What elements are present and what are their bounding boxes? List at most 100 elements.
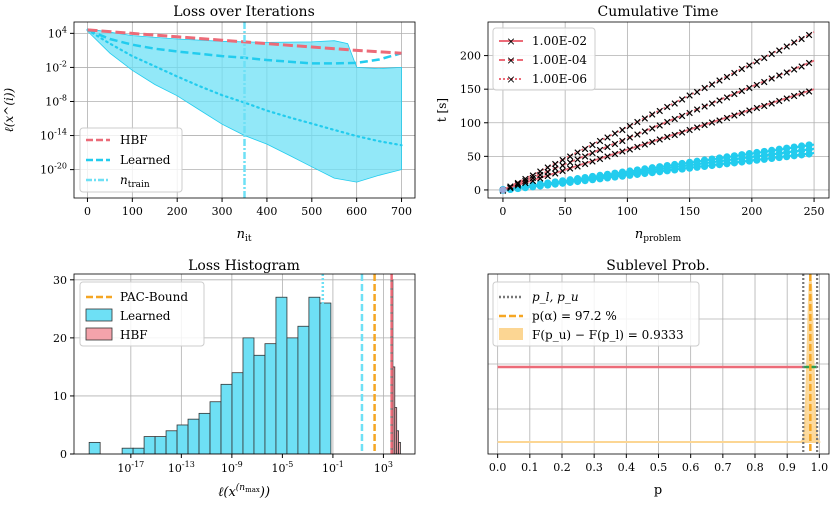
learned-hist-bar [264, 343, 277, 454]
hbf-time-marker: × [566, 150, 575, 163]
hbf-time-marker: × [655, 133, 664, 146]
learned-time-marker [790, 143, 798, 151]
hbf-time-marker: × [506, 180, 515, 193]
hbf-time-marker: × [760, 51, 769, 64]
hbf-time-marker: × [737, 63, 746, 76]
hbf-time-marker: × [707, 78, 716, 91]
hbf-time-marker: × [648, 108, 657, 121]
learned-time-marker [730, 152, 739, 160]
cumtime-xtick-label: 200 [741, 205, 762, 218]
learned-time-marker [551, 178, 559, 186]
hbf-time-marker: × [692, 103, 701, 116]
hbf-time-marker: × [543, 165, 552, 178]
cumtime-ytick-label: 100 [460, 117, 481, 130]
hbf-time-marker: × [528, 172, 537, 185]
hbf-time-marker: × [573, 146, 582, 159]
hbf-time-marker: × [790, 90, 799, 103]
cumtime-ticks: 0 50 100 150 200 250 0 50 100 150 200 [460, 50, 825, 218]
learned-hist-bar [308, 296, 321, 454]
hbf-time-marker: × [767, 72, 776, 85]
hbf-time-marker: × [730, 109, 739, 122]
hbf-time-marker: × [700, 100, 709, 113]
learned-hist-bar [88, 441, 101, 454]
legend-1e-4: 1.00E-04 [532, 53, 587, 67]
loss-ytick-label: 104 [48, 25, 67, 40]
hist-xtick-label: 10-1 [322, 460, 344, 475]
hbf-time-marker: × [543, 161, 552, 174]
cumtime-ytick-label: 50 [467, 150, 481, 163]
loss-title: Loss over Iterations [173, 4, 315, 20]
hbf-time-marker: × [730, 66, 739, 79]
loss-plot-area [86, 22, 403, 198]
hist-xtick-label: 10-13 [168, 460, 195, 475]
hbf-time-marker: × [685, 106, 694, 119]
hbf-time-marker: × [648, 136, 657, 149]
cumtime-xtick-label: 250 [804, 205, 825, 218]
cumtime-xtick-label: 0 [499, 205, 506, 218]
hbf-time-marker: × [551, 157, 560, 170]
hbf-time-marker: × [775, 69, 784, 82]
hbf-time-marker: × [618, 145, 627, 158]
learned-hist-bar [187, 418, 200, 454]
loss-ytick-label: 10-20 [40, 162, 67, 177]
loss-xtick-label: 600 [346, 205, 367, 218]
hbf-time-marker: × [618, 134, 627, 147]
hbf-time-line-1 [502, 59, 815, 191]
learned-hist-bar [220, 383, 233, 454]
legend-hbf: HBF [120, 133, 148, 147]
sublevel-xtick-label: 0.5 [650, 461, 668, 474]
learned-time-marker [760, 147, 768, 156]
hbf-time-marker: × [790, 63, 799, 76]
legend-hist-hbf: HBF [120, 328, 148, 342]
learned-time-marker [708, 155, 716, 163]
legend-bounds: p_l, p_u [532, 290, 579, 304]
learned-time-marker [723, 153, 731, 161]
learned-time-marker [715, 154, 724, 162]
sublevel-xtick-label: 0.7 [714, 461, 732, 474]
learned-hist-bar [275, 296, 288, 454]
legend-1e-2: 1.00E-02 [532, 34, 587, 48]
hbf-time-marker: × [588, 147, 597, 160]
sublevel-plot-area [497, 274, 821, 454]
hbf-time-marker: × [737, 107, 746, 120]
cumtime-plot-area: ××××××××××××××××××××××××××××××××××××××××… [498, 29, 815, 197]
loss-legend: HBF Learned ntrain [79, 127, 183, 193]
learned-hist-bar [143, 436, 156, 454]
loss-xtick-label: 100 [122, 205, 143, 218]
legend-1e-6: 1.00E-06 [532, 72, 587, 86]
hbf-time-marker: × [782, 66, 791, 79]
cumtime-xtick-label: 100 [617, 205, 638, 218]
hbf-time-marker: × [775, 44, 784, 57]
hbf-time-marker: × [692, 121, 701, 134]
learned-time-marker [671, 160, 679, 169]
hbf-time-marker: × [513, 179, 522, 192]
hbf-time-marker: × [804, 29, 813, 42]
legend-prob-patch [499, 328, 523, 340]
learned-time-marker [626, 167, 634, 175]
hbf-time-marker: × [767, 48, 776, 61]
hbf-time-marker: × [752, 102, 761, 115]
hbf-time-marker: × [633, 116, 642, 129]
legend-ntrain: ntrain [120, 173, 150, 190]
learned-time-marker [656, 163, 664, 171]
sublevel-xtick-label: 0.3 [585, 461, 603, 474]
hbf-time-marker: × [633, 128, 642, 141]
hbf-time-marker: × [558, 165, 567, 178]
hist-ytick-label: 30 [53, 274, 67, 287]
hbf-time-marker: × [588, 138, 597, 151]
hist-ytick-label: 20 [53, 332, 67, 345]
cumtime-title: Cumulative Time [598, 4, 719, 20]
learned-time-marker [596, 171, 604, 179]
loss-panel: Loss over Iterations 0 100 200 300 400 500 600… [2, 4, 416, 244]
learned-time-marker [559, 177, 567, 185]
hbf-time-marker: × [513, 176, 522, 189]
hbf-time-marker: × [730, 88, 739, 101]
sublevel-xtick-label: 0.0 [489, 461, 507, 474]
cumtime-ylabel: t [s] [435, 98, 449, 122]
learned-hist-bar [165, 430, 178, 454]
hist-xtick-label: 103 [374, 460, 393, 475]
hbf-time-marker: × [707, 116, 716, 129]
legend-palpha: p(α) = 97.2 % [532, 309, 617, 323]
learned-hist-bar [121, 447, 134, 454]
hist-plot-area [88, 274, 401, 454]
